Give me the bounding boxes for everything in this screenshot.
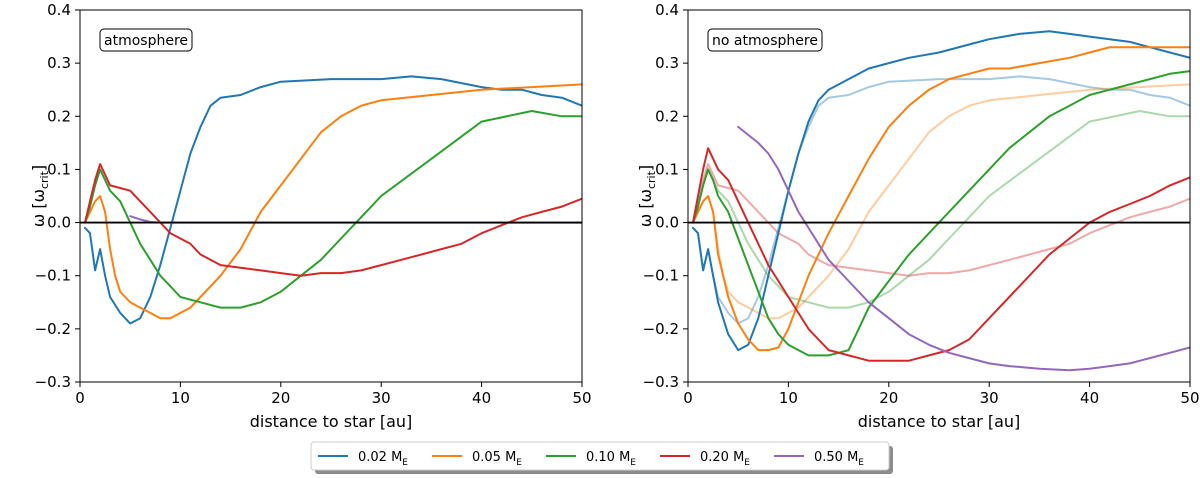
right-y-tick-label: 0.0 xyxy=(655,214,679,232)
right-plot-frame xyxy=(687,9,1191,383)
left-series-line-3 xyxy=(84,163,582,277)
left-y-axis-label: ω [ωcrit] xyxy=(29,165,51,227)
right-y-tick-label: −0.1 xyxy=(643,267,679,285)
right-x-tick-label: 0 xyxy=(683,389,693,407)
left-panel: 0 10 20 30 40 50 −0.3 −0.2 −0.1 0.0 0.1 0.2 0.3 0.4 d… xyxy=(29,1,592,431)
left-x-tick-label: 30 xyxy=(372,389,391,407)
right-annotation-box: no atmosphere xyxy=(707,28,823,52)
left-x-tick-label: 40 xyxy=(472,389,491,407)
right-series-line-3 xyxy=(692,163,1190,277)
legend-label-2: 0.10 ME xyxy=(586,450,636,468)
left-y-tick-label: −0.1 xyxy=(35,267,71,285)
legend-label-1: 0.05 ME xyxy=(472,450,522,468)
right-x-tick-label: 40 xyxy=(1080,389,1099,407)
left-series-layer xyxy=(84,75,582,325)
right-series-line-6 xyxy=(692,70,1190,357)
left-y-tick-label: 0.3 xyxy=(47,54,71,72)
right-panel: 0 10 20 30 40 50 −0.3 −0.2 −0.1 0.0 0.1 0.2 0.3 0.4 d… xyxy=(636,1,1200,431)
left-ticks: 0 10 20 30 40 50 −0.3 −0.2 −0.1 0.0 0.1 0.2 0.3 0.4 xyxy=(35,1,592,407)
left-y-tick-label: 0.0 xyxy=(47,214,71,232)
right-series-line-4 xyxy=(692,30,1190,352)
left-annotation-box: atmosphere xyxy=(99,28,193,52)
left-series-line-0 xyxy=(84,75,582,325)
legend-label-3: 0.20 ME xyxy=(700,450,750,468)
legend: 0.02 ME 0.05 ME 0.10 ME 0.20 ME 0.50 ME xyxy=(310,441,893,474)
left-y-tick-label: −0.3 xyxy=(35,373,71,391)
legend-label-4: 0.50 ME xyxy=(814,450,864,468)
right-series-line-0 xyxy=(692,75,1190,325)
right-x-tick-label: 30 xyxy=(980,389,999,407)
right-y-tick-label: −0.3 xyxy=(643,373,679,391)
right-ticks: 0 10 20 30 40 50 −0.3 −0.2 −0.1 0.0 0.1 0.2 0.3 0.4 xyxy=(643,1,1200,407)
left-y-tick-label: −0.2 xyxy=(35,320,71,338)
right-series-line-8 xyxy=(737,125,1190,372)
legend-label-0: 0.02 ME xyxy=(358,450,408,468)
right-series-line-5 xyxy=(692,46,1190,352)
left-x-tick-label: 50 xyxy=(572,389,591,407)
left-x-axis-label: distance to star [au] xyxy=(250,412,413,431)
right-y-tick-label: 0.3 xyxy=(655,54,679,72)
right-y-tick-label: −0.2 xyxy=(643,320,679,338)
legend-entries: 0.02 ME 0.05 ME 0.10 ME 0.20 ME 0.50 ME xyxy=(318,450,864,468)
left-y-tick-label: 0.2 xyxy=(47,107,71,125)
right-series-layer xyxy=(692,30,1190,372)
right-annotation-text: no atmosphere xyxy=(712,33,818,49)
right-y-tick-label: 0.2 xyxy=(655,107,679,125)
left-series-line-1 xyxy=(84,83,582,320)
left-y-tick-label: 0.4 xyxy=(47,1,71,19)
right-x-axis-label: distance to star [au] xyxy=(858,412,1021,431)
right-y-tick-label: 0.1 xyxy=(655,160,679,178)
right-x-tick-label: 20 xyxy=(879,389,898,407)
left-x-tick-label: 20 xyxy=(271,389,290,407)
left-x-tick-label: 0 xyxy=(75,389,85,407)
left-x-tick-label: 10 xyxy=(171,389,190,407)
legend-box xyxy=(310,441,890,471)
left-plot-frame xyxy=(79,9,583,383)
right-series-line-7 xyxy=(692,147,1190,362)
right-x-tick-label: 50 xyxy=(1180,389,1199,407)
right-x-tick-label: 10 xyxy=(779,389,798,407)
right-y-tick-label: 0.4 xyxy=(655,1,679,19)
left-y-tick-label: 0.1 xyxy=(47,160,71,178)
left-annotation-text: atmosphere xyxy=(104,33,188,49)
right-y-axis-label: ω [ωcrit] xyxy=(636,165,658,227)
left-series-line-2 xyxy=(84,110,582,309)
